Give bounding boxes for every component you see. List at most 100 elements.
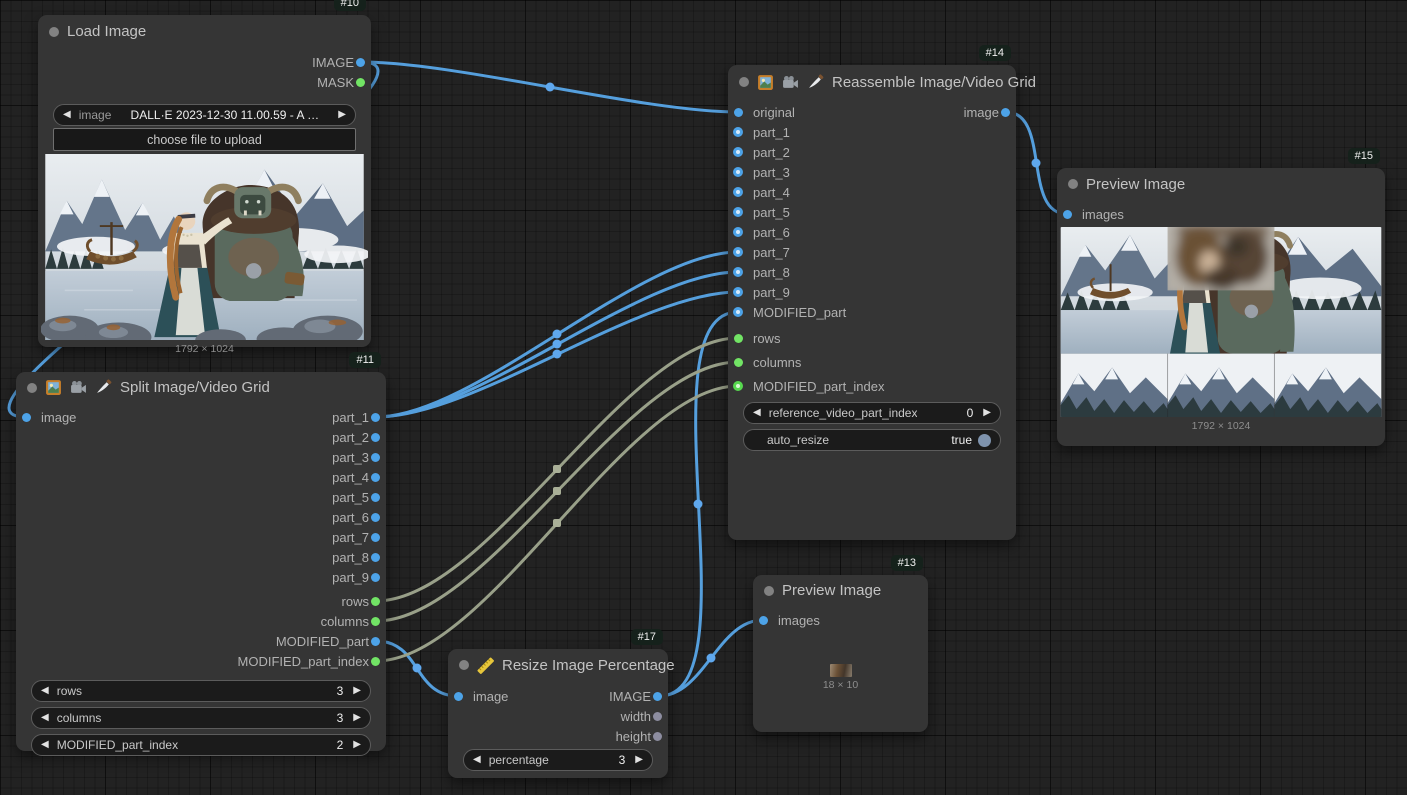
output-slot-columns[interactable] [371, 616, 380, 626]
input-label: part_8 [753, 264, 790, 280]
collapse-dot[interactable] [27, 382, 37, 393]
input-slot-part-2[interactable] [733, 146, 743, 157]
decrement-arrow[interactable]: ◀ [41, 739, 49, 750]
columns-widget[interactable]: ◀ columns 3 ▶ [31, 707, 371, 729]
node-titlebar[interactable]: Load Image [38, 15, 371, 48]
collapse-dot[interactable] [764, 585, 774, 596]
reroute-dot[interactable] [693, 499, 703, 509]
node-load-image[interactable]: #10 Load Image IMAGE MASK ◀ image DALL·E… [38, 0, 371, 355]
reference-video-part-index-widget[interactable]: ◀ reference_video_part_index 0 ▶ [743, 402, 1001, 424]
reroute-dot[interactable] [545, 82, 555, 92]
input-slot-part-7[interactable] [733, 246, 743, 257]
output-slot-part-3[interactable] [371, 452, 380, 462]
output-label: part_9 [332, 569, 369, 585]
output-slot-modified-part[interactable] [371, 636, 380, 646]
increment-arrow[interactable]: ▶ [353, 685, 361, 696]
increment-arrow[interactable]: ▶ [983, 407, 991, 418]
fantasy-image [41, 154, 368, 340]
combo-next-arrow[interactable]: ▶ [338, 109, 346, 120]
collapse-dot[interactable] [739, 77, 749, 87]
reroute-dot[interactable] [552, 339, 562, 349]
percentage-widget[interactable]: ◀ percentage 3 ▶ [463, 749, 653, 771]
modified-part-index-widget[interactable]: ◀ MODIFIED_part_index 2 ▶ [31, 734, 371, 756]
node-split-image-video-grid[interactable]: #11 Split Image/Video Grid image part_1 … [16, 352, 386, 756]
output-slot-part-8[interactable] [371, 552, 380, 562]
output-slot-part-4[interactable] [371, 472, 380, 482]
reroute-dot[interactable] [552, 349, 562, 359]
input-slot-images[interactable] [1063, 209, 1072, 219]
node-titlebar[interactable]: Resize Image Percentage [448, 649, 675, 681]
increment-arrow[interactable]: ▶ [635, 754, 643, 765]
output-slot-modified-part-index[interactable] [371, 656, 380, 666]
output-slot-rows[interactable] [371, 596, 380, 606]
node-resize-image-percentage[interactable]: #17 Resize Image Percentage image IMAGE … [448, 629, 675, 778]
output-slot-height[interactable] [653, 731, 662, 741]
image-combo-widget[interactable]: ◀ image DALL·E 2023-12-30 11.00.59 - A …… [53, 104, 356, 126]
node-titlebar[interactable]: Split Image/Video Grid [16, 372, 386, 403]
decrement-arrow[interactable]: ◀ [41, 712, 49, 723]
output-slot-part-5[interactable] [371, 492, 380, 502]
output-slot-image[interactable] [356, 57, 365, 67]
combo-prev-arrow[interactable]: ◀ [63, 109, 71, 120]
output-slot-part-7[interactable] [371, 532, 380, 542]
decrement-arrow[interactable]: ◀ [41, 685, 49, 696]
output-slot-part-9[interactable] [371, 572, 380, 582]
output-label: IMAGE [609, 688, 651, 704]
input-slot-modified-part[interactable] [733, 306, 743, 317]
input-slot-part-5[interactable] [733, 206, 743, 217]
collapse-dot[interactable] [459, 660, 469, 670]
input-label: original [753, 104, 795, 120]
node-titlebar[interactable]: Preview Image [753, 575, 928, 606]
reroute-dot[interactable] [706, 653, 716, 663]
reroute-dot[interactable] [412, 663, 422, 673]
input-slot-part-6[interactable] [733, 226, 743, 237]
input-slot-modified-part-index[interactable] [733, 380, 743, 391]
input-slot-original[interactable] [734, 107, 743, 117]
output-slot-part-6[interactable] [371, 512, 380, 522]
collapse-dot[interactable] [49, 26, 59, 37]
toggle-knob[interactable] [978, 433, 991, 447]
auto-resize-toggle[interactable]: auto_resize true [743, 429, 1001, 451]
node-reassemble-image-video-grid[interactable]: #14 Reassemble Image/Video Grid original… [728, 45, 1036, 540]
decrement-arrow[interactable]: ◀ [753, 407, 761, 418]
input-slot-images[interactable] [759, 615, 768, 625]
node-preview-image-small[interactable]: #13 Preview Image images 18 × 10 [753, 555, 928, 732]
input-slot-image[interactable] [22, 412, 31, 422]
output-slot-image[interactable] [1001, 107, 1010, 117]
reroute-dot[interactable] [552, 329, 562, 339]
input-slot-part-9[interactable] [733, 286, 743, 297]
output-label: part_8 [332, 549, 369, 565]
output-slot-part-1[interactable] [371, 412, 380, 422]
input-slot-part-4[interactable] [733, 186, 743, 197]
increment-arrow[interactable]: ▶ [353, 712, 361, 723]
input-slot-rows[interactable] [734, 333, 743, 343]
output-slot-mask[interactable] [356, 77, 365, 87]
output-label: part_2 [332, 429, 369, 445]
node-titlebar[interactable]: Preview Image [1057, 168, 1385, 200]
input-slot-part-1[interactable] [733, 126, 743, 137]
increment-arrow[interactable]: ▶ [353, 739, 361, 750]
upload-button[interactable]: choose file to upload [53, 128, 356, 151]
input-label: part_3 [753, 164, 790, 180]
rows-widget[interactable]: ◀ rows 3 ▶ [31, 680, 371, 702]
node-id-badge: #13 [890, 555, 923, 571]
input-slot-columns[interactable] [734, 357, 743, 367]
reroute-dot[interactable] [553, 465, 561, 473]
reroute-dot[interactable] [553, 519, 561, 527]
input-slot-part-3[interactable] [733, 166, 743, 177]
input-label: MODIFIED_part [753, 304, 847, 320]
input-slot-part-8[interactable] [733, 266, 743, 277]
reroute-dot[interactable] [553, 487, 561, 495]
output-slot-part-2[interactable] [371, 432, 380, 442]
reroute-dot[interactable] [1031, 158, 1041, 168]
output-slot-width[interactable] [653, 711, 662, 721]
decrement-arrow[interactable]: ◀ [473, 754, 481, 765]
output-slot-image[interactable] [653, 691, 662, 701]
node-titlebar[interactable]: Reassemble Image/Video Grid [728, 65, 1036, 99]
widget-name: percentage [488, 753, 549, 767]
node-preview-image-main[interactable]: #15 Preview Image images [1057, 148, 1385, 446]
input-label: part_5 [753, 204, 790, 220]
input-slot-image[interactable] [454, 691, 463, 701]
collapse-dot[interactable] [1068, 179, 1078, 189]
